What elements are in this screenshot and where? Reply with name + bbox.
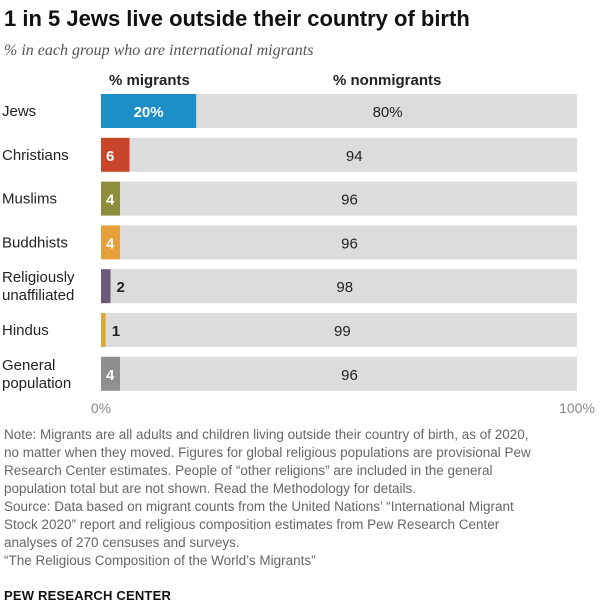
pew-logo-text: PEW RESEARCH CENTER (4, 588, 172, 603)
data-label-nonmigrants: 96 (341, 192, 358, 209)
category-label: Buddhists (2, 234, 68, 251)
category-label: Religiously (2, 269, 75, 286)
data-label-migrants: 4 (106, 235, 115, 252)
x-tick-label: 100% (559, 400, 595, 416)
data-label-migrants: 2 (117, 279, 125, 296)
source-line: Stock 2020” report and religious composi… (4, 517, 500, 532)
source-line: analyses of 270 censuses and surveys. (4, 535, 240, 550)
data-label-migrants: 6 (106, 148, 114, 165)
category-label: Muslims (2, 191, 57, 208)
data-label-migrants: 4 (106, 192, 115, 209)
bar-nonmigrants (105, 313, 577, 347)
category-label: Christians (2, 147, 69, 164)
bar-nonmigrants (129, 137, 577, 172)
x-tick-label: 0% (91, 400, 111, 416)
data-label-nonmigrants: 96 (341, 367, 358, 384)
data-label-nonmigrants: 99 (334, 323, 351, 340)
bar-nonmigrants (110, 269, 578, 304)
category-label: Jews (2, 103, 36, 120)
column-header-nonmigrants: % nonmigrants (333, 72, 441, 89)
data-label-nonmigrants: 80% (373, 104, 403, 121)
category-label: General (2, 357, 55, 374)
category-label: population (2, 375, 71, 392)
bar-migrants (101, 181, 121, 216)
report-title-line: “The Religious Composition of the World’… (4, 553, 316, 568)
bar-migrants (101, 94, 197, 128)
category-label: unaffiliated (2, 287, 74, 304)
column-header-migrants: % migrants (109, 72, 190, 89)
note-line: Research Center estimates. People of “ot… (4, 463, 493, 478)
data-label-migrants: 1 (112, 323, 120, 340)
data-label-migrants: 20% (134, 104, 164, 121)
bar-nonmigrants (120, 356, 577, 391)
bar-migrants (101, 313, 106, 347)
bar-migrants (101, 269, 111, 304)
chart-title: 1 in 5 Jews live outside their country o… (4, 6, 470, 31)
data-label-nonmigrants: 96 (341, 235, 358, 252)
note-line: Note: Migrants are all adults and childr… (4, 427, 529, 442)
source-line: Source: Data based on migrant counts fro… (4, 499, 514, 514)
bar-migrants (101, 225, 121, 260)
data-label-migrants: 4 (106, 367, 115, 384)
bar-nonmigrants (120, 225, 577, 260)
note-line: no matter when they moved. Figures for g… (4, 445, 531, 460)
bar-nonmigrants (120, 181, 577, 216)
bar-migrants (101, 137, 130, 172)
chart-subtitle: % in each group who are international mi… (4, 42, 314, 59)
data-label-nonmigrants: 94 (346, 148, 363, 165)
category-label: Hindus (2, 322, 49, 339)
bar-nonmigrants (196, 94, 577, 128)
note-line: population total but are not shown. Read… (4, 481, 417, 496)
chart-notes: Note: Migrants are all adults and childr… (4, 426, 596, 570)
data-label-nonmigrants: 98 (336, 279, 353, 296)
bar-migrants (101, 356, 121, 391)
